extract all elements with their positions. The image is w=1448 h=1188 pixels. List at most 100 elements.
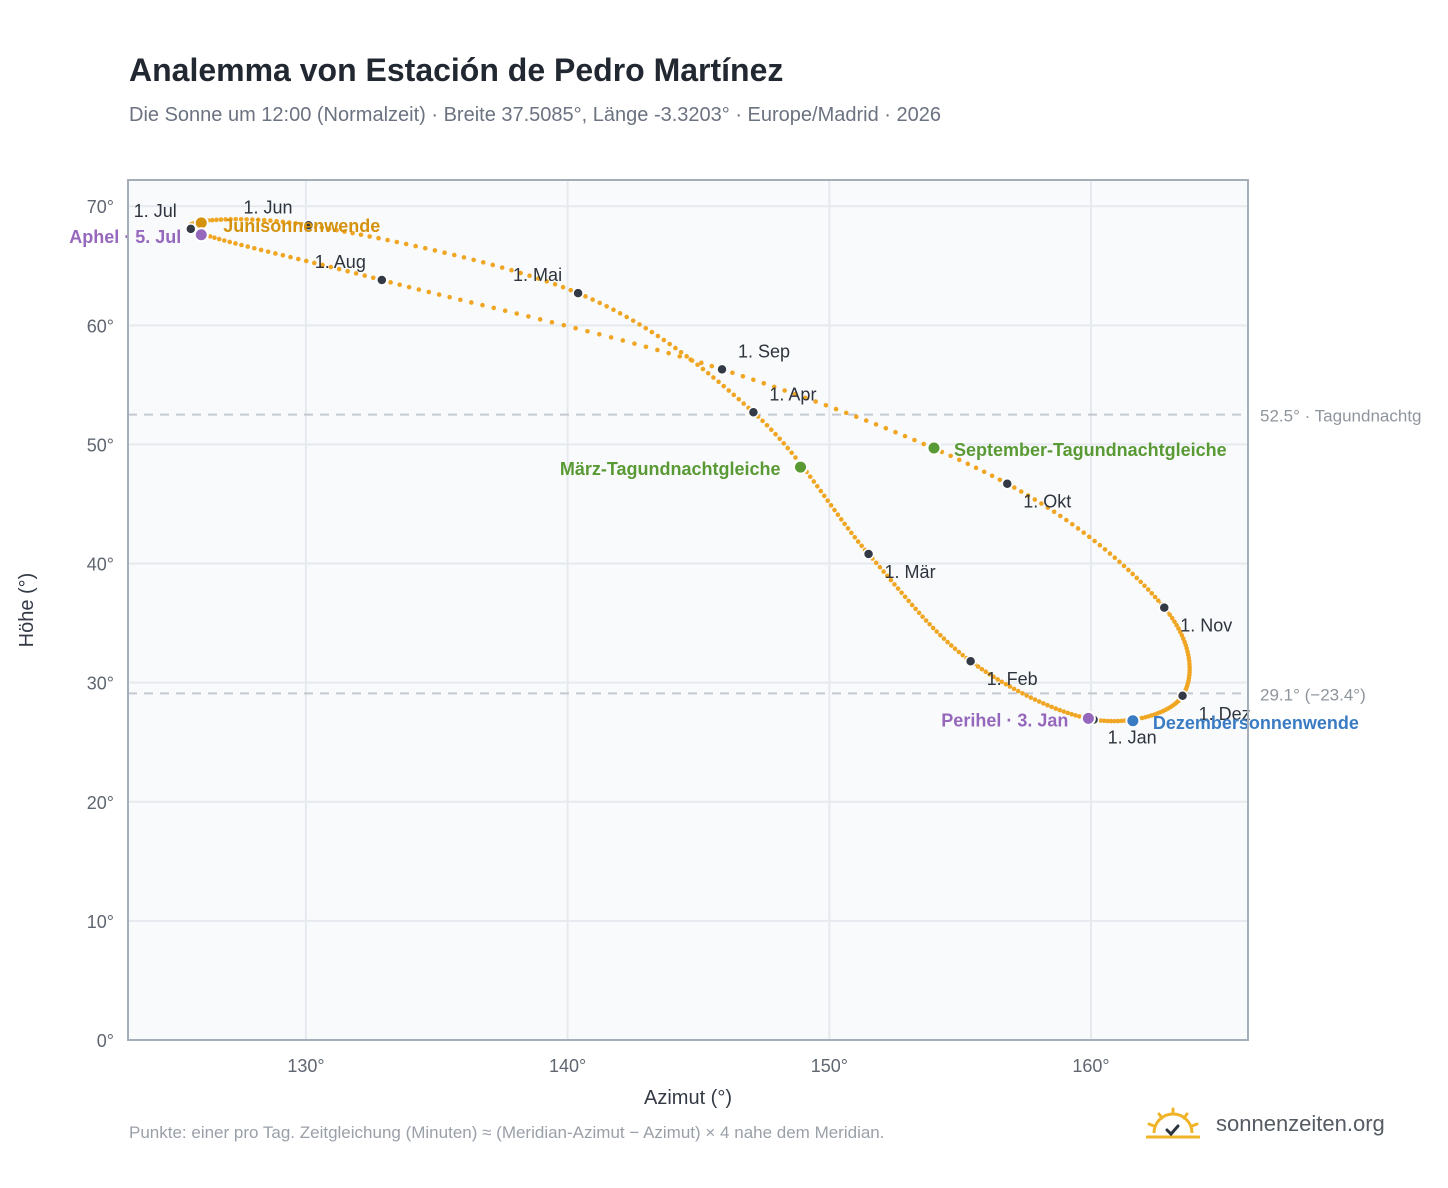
daily-sun-dot [921, 441, 927, 447]
event-marker [926, 440, 942, 456]
daily-sun-dot [655, 333, 661, 339]
daily-sun-dot [975, 664, 981, 669]
daily-sun-dot [1036, 699, 1042, 704]
chart-title: Analemma von Estación de Pedro Martínez [129, 52, 784, 88]
daily-sun-dot [585, 328, 590, 334]
daily-sun-dot [1115, 718, 1121, 724]
sun-check-icon [1146, 1107, 1200, 1139]
daily-sun-dot [549, 319, 555, 325]
daily-sun-dot [1028, 695, 1034, 700]
y-tick-label: 40° [87, 555, 114, 575]
daily-sun-dot [945, 639, 950, 645]
daily-sun-dot [491, 305, 497, 311]
y-tick-label: 60° [87, 316, 114, 336]
daily-sun-dot [823, 403, 829, 408]
x-axis-label: Azimut (°) [644, 1087, 732, 1109]
daily-sun-dot [983, 669, 989, 675]
daily-sun-dot [769, 427, 774, 433]
month-marker [185, 223, 197, 235]
month-marker [376, 274, 388, 286]
daily-sun-dot [286, 220, 292, 225]
daily-sun-dot [741, 401, 746, 406]
daily-sun-dot [845, 526, 851, 531]
daily-sun-dot [1064, 517, 1069, 523]
daily-sun-dot [358, 232, 364, 238]
daily-sun-dot [1057, 707, 1063, 713]
reference-line-label: 29.1° (−23.4°) [1260, 685, 1366, 704]
daily-sun-dot [949, 643, 954, 648]
daily-sun-dot [777, 436, 782, 442]
daily-sun-dot [336, 266, 342, 272]
daily-sun-dot [212, 235, 217, 241]
daily-sun-dot [227, 239, 233, 245]
month-marker [572, 287, 584, 299]
daily-sun-dot [740, 373, 746, 379]
plot-frame [127, 179, 1249, 1041]
daily-sun-dot [999, 679, 1005, 685]
daily-sun-dot [216, 236, 222, 242]
month-label: 1. Nov [1180, 616, 1232, 636]
daily-sun-dot [319, 225, 325, 230]
daily-sun-dot [560, 284, 566, 290]
daily-sun-dot [852, 534, 858, 540]
daily-sun-dot [1032, 497, 1038, 502]
daily-sun-dot [838, 517, 844, 522]
daily-sun-dot [480, 302, 485, 308]
daily-sun-dot [252, 245, 257, 251]
daily-sun-dot [761, 381, 767, 386]
daily-sun-dot [884, 573, 890, 579]
daily-sun-dot [597, 331, 602, 337]
daily-sun-dot [413, 243, 418, 249]
daily-sun-dot [280, 252, 286, 258]
daily-sun-dot [678, 349, 684, 355]
daily-sun-dot [273, 251, 278, 256]
event-label: Junisonnenwende [223, 216, 380, 236]
daily-sun-dot [1112, 555, 1118, 561]
daily-sun-dot [1176, 626, 1181, 631]
daily-sun-dot [960, 652, 966, 658]
daily-sun-dot [1117, 559, 1122, 565]
daily-sun-dot [684, 354, 689, 359]
daily-sun-dot [617, 311, 623, 316]
daily-sun-dot [471, 257, 476, 263]
daily-sun-dot [218, 217, 224, 222]
daily-sun-dot [350, 230, 355, 236]
daily-sun-dot [661, 337, 667, 343]
daily-sun-dot [709, 363, 715, 369]
month-label: 1. Mai [513, 265, 562, 285]
daily-sun-dot [1058, 513, 1063, 519]
daily-sun-dot [853, 414, 859, 419]
month-label: 1. Apr [769, 384, 816, 404]
daily-sun-dot [995, 677, 1000, 682]
daily-sun-dot [895, 586, 901, 591]
daily-sun-dot [295, 256, 301, 262]
daily-sun-dot [632, 341, 637, 346]
daily-sun-dot [239, 242, 244, 248]
daily-sun-dot [700, 366, 706, 372]
daily-sun-dot [1142, 583, 1147, 589]
daily-sun-dot [620, 338, 626, 343]
daily-sun-dot [1039, 501, 1044, 506]
footnote: Punkte: einer pro Tag. Zeitgleichung (Mi… [129, 1123, 885, 1142]
daily-sun-dot [261, 217, 267, 223]
x-tick-label: 130° [287, 1056, 324, 1076]
brand[interactable]: sonnenzeiten.org [1146, 1104, 1385, 1144]
daily-sun-dot [736, 396, 742, 402]
daily-sun-dot [1155, 598, 1161, 603]
daily-sun-dot [726, 388, 732, 393]
daily-sun-dot [1045, 505, 1051, 510]
daily-sun-dot [643, 344, 649, 350]
daily-sun-dot [630, 318, 636, 323]
daily-sun-dot [406, 284, 412, 290]
y-tick-label: 10° [87, 912, 114, 932]
daily-sun-dot [760, 418, 765, 424]
event-marker [1080, 710, 1096, 726]
daily-sun-dot [721, 383, 727, 389]
daily-sun-dot [207, 234, 213, 239]
daily-sun-dot [1075, 526, 1081, 531]
event-label: Dezembersonnenwende [1153, 713, 1359, 733]
daily-sun-dot [1134, 575, 1140, 581]
daily-sun-dot [502, 308, 508, 314]
daily-sun-dot [893, 429, 898, 435]
event-label: Perihel · 3. Jan [941, 710, 1068, 730]
